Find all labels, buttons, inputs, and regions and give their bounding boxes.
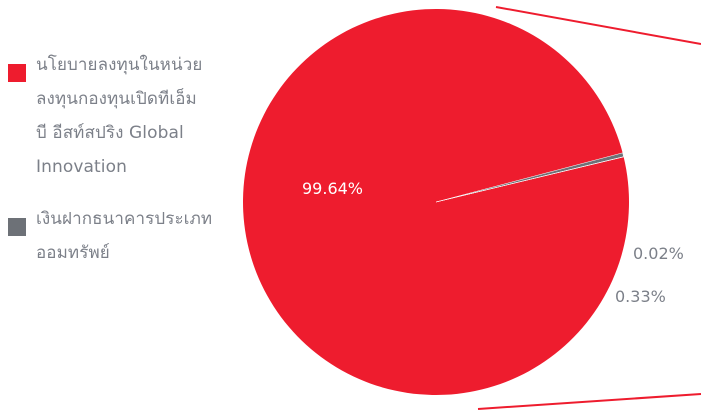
legend-label-line: นโยบายลงทุนในหน่วย (36, 55, 203, 75)
legend-label-line: ออมทรัพย์ (36, 243, 110, 263)
legend-label-policy: นโยบายลงทุนในหน่วย ลงทุนกองทุนเปิดทีเอ็ม… (36, 48, 202, 184)
legend-item-savings-deposit: เงินฝากธนาคารประเภท ออมทรัพย์ (8, 202, 258, 270)
slice-value-label-1: 0.33% (615, 287, 666, 306)
legend-swatch-savings-deposit (8, 218, 26, 236)
legend-item-policy: นโยบายลงทุนในหน่วย ลงทุนกองทุนเปิดทีเอ็ม… (8, 48, 258, 184)
legend-label-line: ลงทุนกองทุนเปิดทีเอ็ม (36, 89, 197, 109)
leader-lines (477, 6, 701, 410)
legend-label-line: Innovation (36, 157, 128, 177)
leader-line-0 (495, 6, 701, 45)
legend: นโยบายลงทุนในหน่วย ลงทุนกองทุนเปิดทีเอ็ม… (8, 48, 258, 288)
legend-label-line: บี อีสท์สปริง Global (36, 123, 184, 143)
legend-label-line: เงินฝากธนาคารประเภท (36, 209, 213, 229)
legend-label-savings-deposit: เงินฝากธนาคารประเภท ออมทรัพย์ (36, 202, 212, 270)
pie-slice-2 (435, 156, 624, 203)
slice-labels: 99.64% 0.33% 0.02% (302, 179, 684, 306)
pie-slices (243, 9, 630, 396)
legend-swatch-policy (8, 64, 26, 82)
leader-line-1 (477, 393, 701, 410)
slice-value-label-0: 99.64% (302, 179, 363, 198)
slice-value-label-2: 0.02% (633, 244, 684, 263)
